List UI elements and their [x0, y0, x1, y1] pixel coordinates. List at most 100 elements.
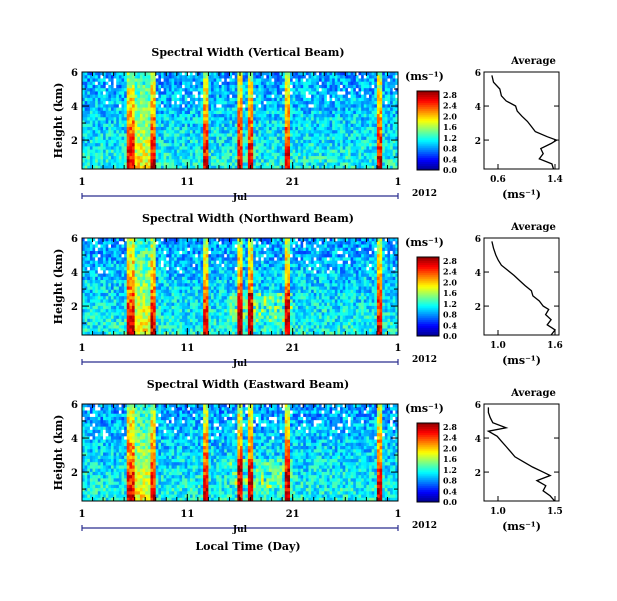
heatmap-cell: [374, 143, 378, 147]
heatmap-cell: [197, 91, 201, 96]
heatmap-cell: [376, 133, 380, 138]
heatmap-cell: [387, 110, 391, 115]
heatmap-cell: [139, 107, 143, 112]
heatmap-cell: [116, 254, 120, 258]
heatmap-cell: [150, 244, 154, 249]
heatmap-cell: [87, 289, 91, 294]
heatmap-cell: [292, 156, 296, 160]
heatmap-cell: [311, 104, 315, 108]
heatmap-cell: [132, 81, 136, 86]
heatmap-cell: [166, 139, 170, 144]
heatmap-cell: [390, 120, 394, 125]
heatmap-cell: [116, 283, 120, 287]
heatmap-cell: [161, 133, 165, 138]
heatmap-cell: [358, 162, 362, 167]
heatmap-cell: [142, 72, 146, 76]
heatmap-cell: [126, 143, 130, 147]
heatmap-cell: [134, 97, 138, 102]
heatmap-cell: [147, 97, 151, 102]
heatmap-cell: [158, 139, 162, 144]
heatmap-cell: [237, 81, 241, 86]
heatmap-cell: [121, 238, 125, 242]
heatmap-cell: [326, 133, 330, 138]
heatmap-cell: [392, 75, 396, 79]
heatmap-cell: [147, 139, 151, 144]
heatmap-cell: [116, 267, 120, 271]
heatmap-cell: [355, 159, 359, 163]
heatmap-cell: [390, 139, 394, 144]
heatmap-cell: [105, 152, 109, 157]
heatmap-cell: [121, 322, 125, 326]
heatmap-cell: [332, 104, 336, 108]
heatmap-cell: [147, 104, 151, 108]
heatmap-cell: [100, 331, 104, 336]
heatmap-cell: [124, 165, 128, 170]
heatmap-cell: [319, 165, 323, 170]
heatmap-cell: [195, 114, 199, 118]
heatmap-cell: [147, 152, 151, 157]
heatmap-cell: [105, 315, 109, 320]
heatmap-cell: [161, 130, 165, 134]
heatmap-cell: [369, 136, 373, 141]
heatmap-cell: [337, 84, 341, 89]
heatmap-cell: [158, 302, 162, 307]
heatmap-cell: [100, 328, 104, 333]
heatmap-cell: [116, 107, 120, 112]
heatmap-cell: [184, 97, 188, 102]
heatmap-cell: [153, 315, 157, 320]
profile-title: Average: [510, 56, 556, 67]
heatmap-cell: [126, 162, 130, 167]
heatmap-cell: [137, 81, 141, 86]
heatmap-cell: [132, 263, 136, 268]
heatmap-cell: [124, 283, 128, 287]
heatmap-cell: [132, 276, 136, 281]
heatmap-cell: [258, 114, 262, 118]
heatmap-cell: [155, 159, 159, 163]
heatmap-cell: [237, 146, 241, 150]
heatmap-cell: [187, 296, 191, 300]
heatmap-cell: [276, 117, 280, 121]
heatmap-cell: [103, 322, 107, 326]
heatmap-cell: [234, 146, 238, 150]
heatmap-cell: [92, 286, 96, 291]
heatmap-cell: [147, 263, 151, 268]
heatmap-cell: [242, 114, 246, 118]
heatmap-cell: [282, 84, 286, 89]
heatmap-cell: [179, 104, 183, 108]
heatmap-cell: [218, 117, 222, 121]
heatmap-cell: [358, 159, 362, 163]
heatmap-cell: [284, 81, 288, 86]
heatmap-cell: [303, 130, 307, 134]
heatmap-cell: [332, 72, 336, 76]
heatmap-cell: [361, 72, 365, 76]
heatmap-cell: [313, 133, 317, 138]
heatmap-cell: [303, 88, 307, 92]
heatmap-cell: [379, 91, 383, 96]
heatmap-cell: [147, 101, 151, 105]
heatmap-cell: [308, 156, 312, 160]
heatmap-cell: [95, 312, 99, 316]
heatmap-cell: [166, 152, 170, 157]
heatmap-cell: [163, 273, 167, 278]
heatmap-cell: [232, 97, 236, 102]
heatmap-cell: [342, 143, 346, 147]
heatmap-cell: [271, 136, 275, 141]
heatmap-cell: [390, 126, 394, 131]
heatmap-cell: [95, 318, 99, 323]
heatmap-cell: [392, 156, 396, 160]
heatmap-cell: [224, 75, 228, 79]
heatmap-cell: [232, 165, 236, 170]
heatmap-cell: [226, 110, 230, 115]
heatmap-cell: [137, 159, 141, 163]
heatmap-cell: [266, 101, 270, 105]
heatmap-cell: [345, 97, 349, 102]
heatmap-cell: [216, 94, 220, 99]
heatmap-cell: [279, 75, 283, 79]
heatmap-cell: [200, 78, 204, 83]
heatmap-cell: [139, 283, 143, 287]
heatmap-cell: [332, 143, 336, 147]
heatmap-cell: [171, 254, 175, 258]
heatmap-cell: [374, 104, 378, 108]
heatmap-cell: [113, 270, 117, 274]
heatmap-cell: [103, 130, 107, 134]
